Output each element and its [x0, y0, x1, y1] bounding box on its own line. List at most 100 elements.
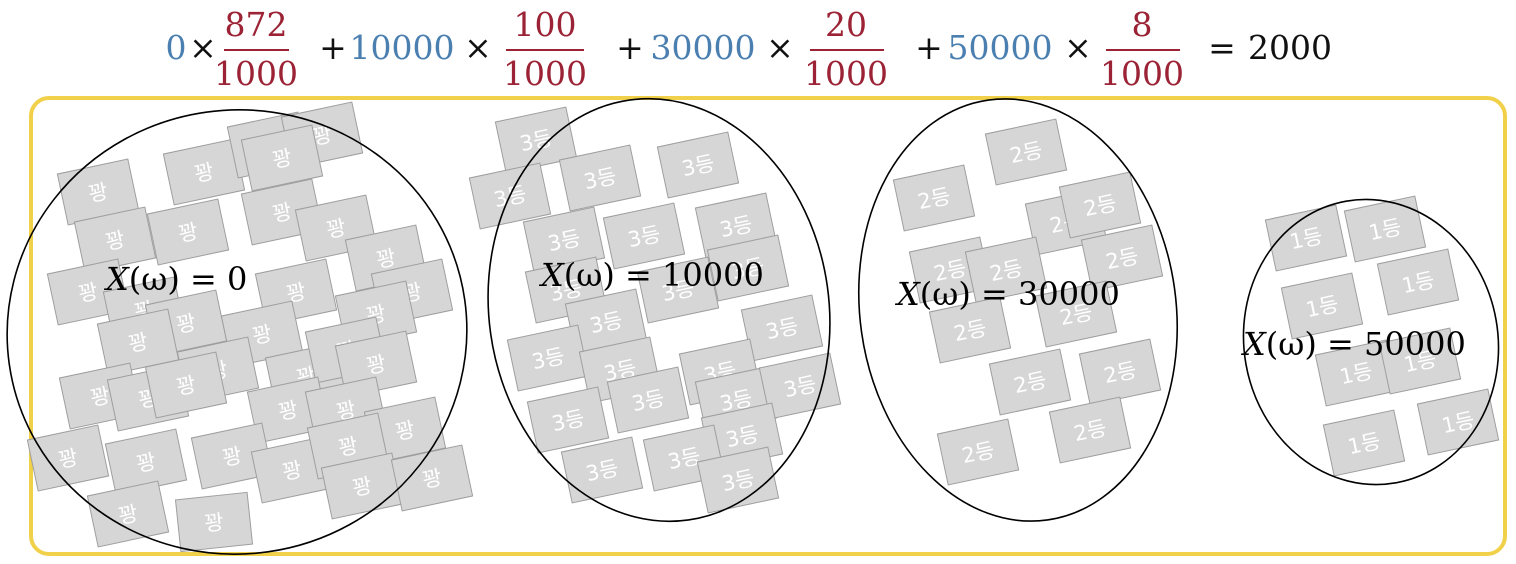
- term-1-denominator: 1000: [214, 54, 298, 93]
- ticket-2nd: 2등: [936, 418, 1020, 486]
- ticket-3rd: 3등: [706, 234, 790, 302]
- ticket-label: 꽝: [103, 227, 127, 254]
- ticket-1st: 1등: [1378, 327, 1462, 395]
- ticket-card: [1322, 409, 1406, 477]
- equation-term-2: 10000 × 100 1000: [350, 5, 587, 93]
- x-label-lose: X(ω) = 0: [103, 260, 247, 298]
- times-sign: ×: [189, 28, 217, 67]
- ticket-lose: 꽝: [162, 138, 246, 206]
- ticket-label: 꽝: [56, 445, 80, 472]
- ticket-label: 꽝: [76, 279, 100, 306]
- ticket-card: [758, 352, 842, 420]
- ticket-card: [526, 386, 610, 454]
- ticket-3rd: 3등: [494, 106, 578, 174]
- ticket-label: 꽝: [284, 279, 308, 306]
- ticket-card: [96, 308, 180, 376]
- ticket-label: 꽝: [280, 457, 304, 484]
- ticket-card: [494, 106, 578, 174]
- ticket-label: 꽝: [336, 433, 360, 460]
- ticket-label: 꽝: [192, 159, 216, 186]
- ticket-lose: 꽝: [26, 424, 110, 492]
- plus-sign: +: [915, 28, 943, 67]
- ticket-label: 꽝: [310, 122, 334, 149]
- ticket-card: [86, 480, 170, 548]
- ticket-1st: 1등: [1343, 195, 1427, 263]
- ticket-card: [390, 444, 474, 512]
- ticket-label: 꽝: [86, 179, 110, 206]
- group-ellipse-2nd: [857, 98, 1179, 522]
- ticket-card: [1416, 388, 1500, 456]
- equation-term-3: 30000 × 20 1000: [651, 5, 888, 93]
- times-sign: ×: [766, 28, 794, 67]
- term-1-value: 0: [166, 28, 187, 67]
- ticket-2nd: 2등: [964, 236, 1048, 304]
- ticket-1st: 1등: [1376, 248, 1460, 316]
- ticket-label: 꽝: [276, 397, 300, 424]
- term-4-value: 50000: [948, 28, 1053, 67]
- times-sign: ×: [464, 28, 492, 67]
- equation-result: 2000: [1248, 28, 1332, 67]
- ticket-2nd: 2등: [1048, 396, 1132, 464]
- ticket-3rd: 3등: [564, 288, 648, 356]
- ticket-3rd: 3등: [656, 131, 740, 199]
- ticket-card: [602, 202, 686, 270]
- expected-value-equation: 0 × 872 1000 + 10000 × 100 1000 + 30000 …: [166, 5, 1332, 93]
- ticket-label: 꽝: [420, 465, 444, 492]
- ticket-2nd: 2등: [1034, 280, 1118, 348]
- ticket-lose: 꽝: [56, 158, 140, 226]
- ticket-card: [334, 330, 418, 398]
- ticket-label: 꽝: [350, 473, 374, 500]
- ticket-lose: 꽝: [174, 491, 254, 553]
- ticket-label: 꽝: [334, 397, 358, 424]
- term-4-denominator: 1000: [1100, 54, 1184, 93]
- ticket-3rd: 3등: [602, 202, 686, 270]
- ticket-card: [1343, 195, 1427, 263]
- ticket-label: 꽝: [324, 215, 348, 242]
- ticket-label: 꽝: [270, 199, 294, 226]
- ticket-2nd: 2등: [988, 348, 1072, 416]
- term-3-value: 30000: [651, 28, 756, 67]
- ticket-label: 꽝: [126, 329, 150, 356]
- ticket-label: 꽝: [364, 351, 388, 378]
- ticket-lose: 꽝: [73, 206, 157, 274]
- ticket-label: 꽝: [250, 321, 274, 348]
- ticket-3rd: 3등: [740, 294, 824, 362]
- term-4-numerator: 8: [1132, 5, 1153, 44]
- ticket-card: [606, 366, 690, 434]
- term-2-value: 10000: [350, 28, 455, 67]
- ticket-2nd: 2등: [1058, 171, 1142, 239]
- ticket-2nd: 2등: [1078, 338, 1162, 406]
- ticket-label: 꽝: [176, 219, 200, 246]
- ticket-label: 꽝: [174, 372, 198, 399]
- ticket-card: [1080, 224, 1164, 292]
- ticket-card: [26, 424, 110, 492]
- ticket-1st: 1등: [1264, 204, 1348, 272]
- ticket-card: [73, 206, 157, 274]
- ticket-2nd: 2등: [984, 118, 1068, 186]
- ticket-3rd: 3등: [636, 256, 720, 324]
- ticket-1st: 1등: [1314, 339, 1398, 407]
- ticket-2nd: 2등: [928, 296, 1012, 364]
- ticket-label: 꽝: [134, 449, 158, 476]
- tickets-layer: 꽝꽝꽝꽝꽝꽝꽝꽝꽝꽝꽝꽝꽝꽝꽝꽝꽝꽝꽝꽝꽝꽝꽝꽝꽝꽝꽝꽝꽝꽝꽝꽝꽝꽝꽝꽝꽝3등3…: [26, 101, 1500, 553]
- term-2-numerator: 100: [514, 5, 577, 44]
- ticket-label: 꽝: [203, 510, 225, 536]
- ticket-label: 꽝: [374, 245, 398, 272]
- ticket-lose: 꽝: [240, 124, 324, 192]
- sample-space-frame: [29, 96, 1507, 556]
- group-ellipse-lose: [6, 109, 468, 555]
- ticket-3rd: 3등: [606, 366, 690, 434]
- ticket-card: [1034, 280, 1118, 348]
- ticket-lose: 꽝: [334, 330, 418, 398]
- ticket-card: [1058, 171, 1142, 239]
- term-3-numerator: 20: [825, 5, 867, 44]
- term-3-denominator: 1000: [804, 54, 888, 93]
- ticket-1st: 1등: [1280, 272, 1364, 340]
- ticket-card: [1078, 338, 1162, 406]
- ticket-2nd: 2등: [892, 164, 976, 232]
- ticket-card: [558, 144, 642, 212]
- ticket-card: [1376, 248, 1460, 316]
- equation-term-4: 50000 × 8 1000: [948, 5, 1184, 93]
